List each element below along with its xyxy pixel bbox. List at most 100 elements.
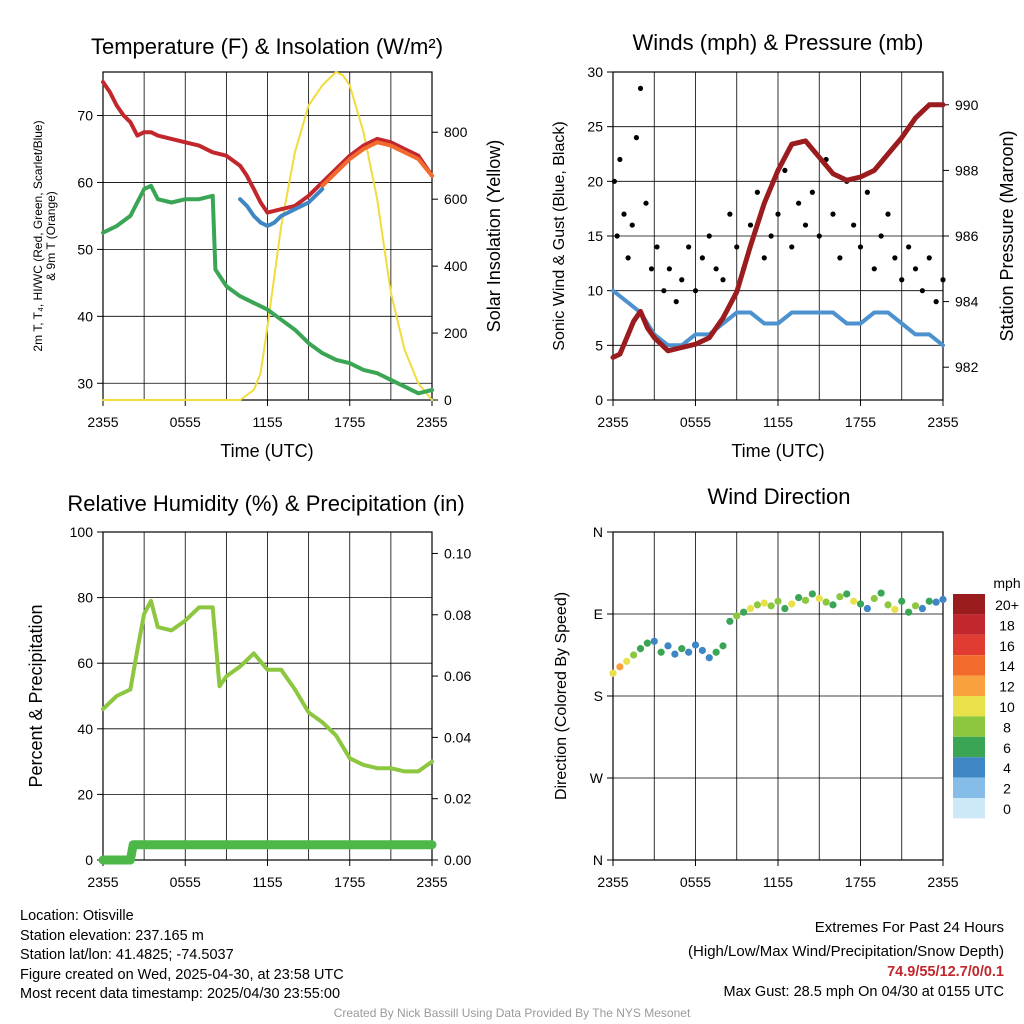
precipitation-line [98, 840, 437, 865]
direction-point [678, 645, 686, 653]
direction-point [843, 590, 851, 598]
extremes-values: 74.9/55/12.7/0/0.1 [887, 964, 1004, 980]
y2-tick-label: 800 [444, 124, 468, 140]
colorbar-label: 0 [1003, 801, 1011, 817]
pressure-line [610, 102, 946, 360]
elevation-text: Station elevation: 237.165 m [20, 927, 204, 944]
series-line [320, 140, 434, 188]
gust-point [734, 244, 740, 250]
direction-point [671, 650, 679, 658]
x-tick-label: 0555 [170, 874, 201, 890]
colorbar-swatch [953, 614, 985, 635]
y2-tick-label: 988 [955, 162, 979, 178]
y-tick-label: 15 [587, 228, 603, 244]
x-tick-label: 1155 [252, 874, 282, 890]
colorbar-label: 16 [999, 638, 1015, 654]
direction-point [795, 594, 803, 602]
direction-point [801, 596, 810, 604]
direction-point [898, 597, 906, 605]
wind-line [611, 288, 945, 348]
y-tick-label: 0 [595, 392, 603, 408]
gust-point [892, 255, 898, 261]
y-tick-label: 80 [77, 590, 93, 606]
direction-point [733, 612, 741, 620]
gust-point [940, 277, 946, 283]
gust-point [789, 244, 795, 250]
direction-point [650, 637, 658, 645]
direction-point [918, 604, 926, 613]
gust-point [611, 178, 617, 184]
winds-y2label: Station Pressure (Maroon) [997, 130, 1017, 341]
y-tick-label: 60 [77, 174, 93, 190]
direction-point [726, 617, 734, 625]
y-tick-label: 30 [587, 64, 603, 80]
direction-point [746, 604, 755, 613]
y2-tick-label: 0.06 [444, 668, 471, 684]
colorbar-swatch [953, 716, 985, 737]
y2-tick-label: 0.10 [444, 545, 471, 561]
extremes-subtitle: (High/Low/Max Wind/Precipitation/Snow De… [688, 942, 1004, 960]
direction-point [740, 608, 748, 616]
gust-point [643, 200, 649, 206]
gust-point [768, 233, 774, 239]
colorbar-swatch [953, 777, 985, 798]
direction-point [630, 651, 638, 659]
credit-text: Created By Nick Bassill Using Data Provi… [333, 1006, 691, 1020]
direction-point [691, 641, 700, 649]
y-tick-label: E [594, 606, 603, 622]
y-tick-label: S [594, 688, 603, 704]
x-tick-label: 1155 [252, 414, 282, 430]
colorbar-label: 6 [1003, 740, 1011, 756]
temperature-y2label: Solar Insolation (Yellow) [484, 140, 504, 332]
direction-point [767, 602, 775, 610]
gust-point [706, 233, 712, 239]
direction-panel: Wind Direction Direction (Colored By Spe… [553, 484, 1021, 890]
series-line [101, 183, 434, 396]
temperature-ylabel: 2m T, T₄, HI/WC (Red, Green, Scarlet/Blu… [31, 120, 58, 351]
y-tick-label: 20 [587, 173, 603, 189]
direction-point [698, 646, 706, 655]
y-tick-label: 40 [77, 308, 93, 324]
gust-point [679, 277, 685, 283]
x-tick-label: 1755 [845, 414, 876, 430]
colorbar-swatch [953, 696, 985, 717]
direction-point [905, 608, 913, 616]
colorbar-label: 2 [1003, 781, 1011, 797]
direction-point [712, 648, 720, 656]
gust-point [864, 189, 870, 195]
winds-panel: Winds (mph) & Pressure (mb) Sonic Wind &… [551, 30, 1017, 461]
y-tick-label: W [590, 770, 604, 786]
gust-point [782, 167, 788, 173]
colorbar-swatch [953, 675, 985, 696]
gust-point [720, 277, 726, 283]
colorbar-swatch [953, 594, 985, 615]
x-tick-label: 0555 [170, 414, 201, 430]
plot-frame [612, 531, 944, 861]
y-tick-label: 40 [77, 721, 93, 737]
direction-point [822, 598, 830, 606]
gust-point [621, 211, 627, 217]
x-tick-label: 2355 [597, 874, 628, 890]
colorbar-label: 12 [999, 679, 1015, 695]
y-tick-label: 5 [595, 337, 603, 353]
colorbar-label: 20+ [995, 597, 1019, 613]
insolation-line [102, 71, 433, 401]
humidity-ylabel: Percent & Precipitation [26, 604, 46, 787]
humidity-panel: Relative Humidity (%) & Precipitation (i… [26, 491, 471, 890]
gust-point [816, 233, 822, 239]
latlon-text: Station lat/lon: 41.4825; -74.5037 [20, 947, 234, 963]
y2-tick-label: 0.02 [444, 791, 471, 807]
y2-tick-label: 0 [444, 392, 452, 408]
x-tick-label: 2355 [597, 414, 628, 430]
y2-tick-label: 0.00 [444, 852, 471, 868]
x-tick-label: 1155 [763, 414, 793, 430]
gust-point [747, 222, 754, 228]
y2-tick-label: 600 [444, 191, 468, 207]
gust-point [933, 299, 939, 305]
gust-point [761, 255, 767, 261]
gust-point [857, 244, 864, 250]
y-tick-label: 10 [587, 283, 603, 299]
direction-point [760, 599, 768, 607]
series-line [101, 80, 434, 215]
direction-point [870, 594, 878, 603]
